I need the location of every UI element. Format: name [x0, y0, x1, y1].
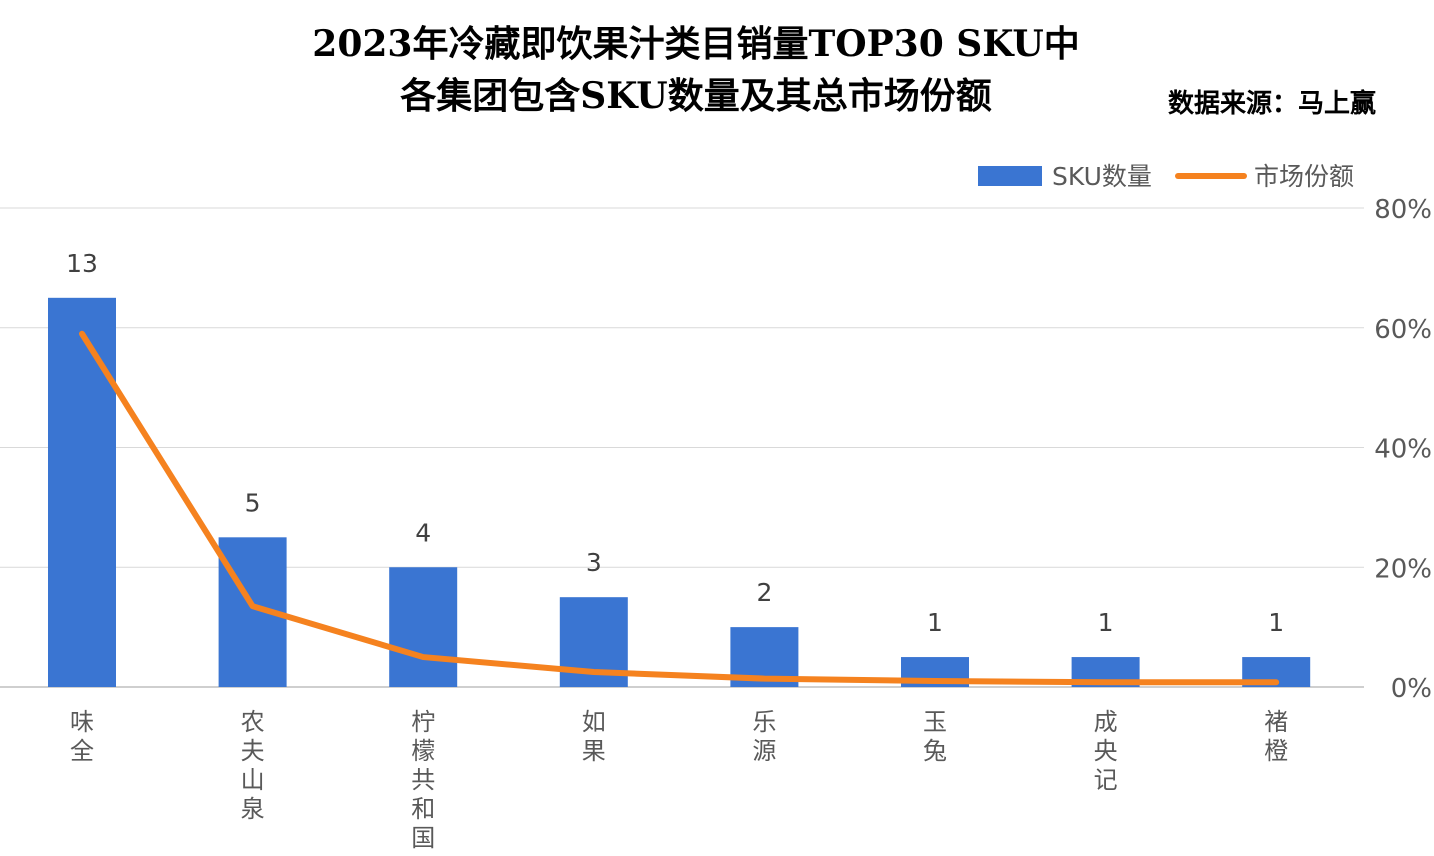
category-label: 农夫山泉	[241, 708, 265, 823]
right-axis-tick-label: 0%	[1391, 674, 1432, 704]
category-label: 乐源	[752, 708, 776, 765]
legend-label-sku-count: SKU数量	[1052, 162, 1152, 191]
bar	[389, 567, 458, 687]
data-source-note: 数据来源：马上赢	[1168, 88, 1376, 119]
chart-title-line2: 各集团包含SKU数量及其总市场份额	[400, 75, 991, 117]
right-axis-tick-label: 60%	[1374, 315, 1432, 345]
line-series	[79, 330, 1280, 686]
legend-swatch-sku-count	[978, 166, 1042, 186]
bar-data-label: 2	[756, 578, 772, 607]
category-label: 褚橙	[1264, 708, 1288, 765]
category-label: 如果	[582, 708, 606, 765]
bar-data-label: 3	[586, 548, 602, 577]
bar-data-label: 13	[66, 249, 98, 278]
bar	[48, 297, 116, 687]
gridlines	[0, 207, 1364, 688]
bar-data-label: 4	[415, 518, 431, 547]
right-axis-tick-label: 80%	[1374, 195, 1432, 225]
category-label: 玉兔	[923, 708, 947, 765]
category-label: 柠檬共和国	[411, 708, 435, 852]
market-share-line	[79, 330, 1280, 686]
chart-title-line1: 2023年冷藏即饮果汁类目销量TOP30 SKU中	[312, 23, 1079, 65]
legend-label-market-share: 市场份额	[1254, 162, 1354, 191]
bar-data-label: 5	[245, 488, 261, 517]
bar-data-label: 1	[1268, 608, 1284, 637]
right-axis-ticks: 0% 20% 40% 60% 80%	[1374, 195, 1432, 704]
legend: SKU数量 市场份额	[978, 162, 1354, 191]
bar-data-label: 1	[1098, 608, 1114, 637]
right-axis-tick-label: 40%	[1374, 435, 1432, 465]
bar-data-label: 1	[927, 608, 943, 637]
category-label: 味全	[70, 708, 94, 765]
right-axis-tick-label: 20%	[1374, 554, 1432, 584]
category-axis-labels: 味全 农夫山泉 柠檬共和国 如果 乐源 玉兔 成央记 褚橙	[70, 708, 1288, 852]
data-labels: 13 5 4 3 2 1 1 1	[66, 249, 1284, 637]
bar-series	[48, 297, 1311, 687]
category-label: 成央记	[1094, 708, 1118, 794]
